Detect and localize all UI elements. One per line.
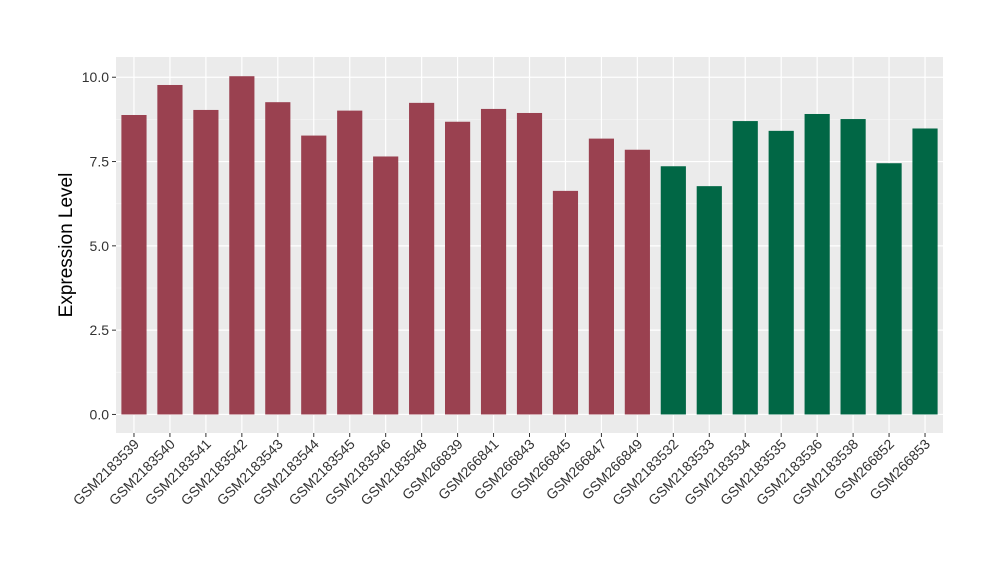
bar (337, 110, 363, 415)
bar (732, 121, 758, 415)
bar (912, 128, 938, 415)
bar (445, 121, 471, 415)
bar (876, 163, 902, 415)
y-tick-label: 2.5 (90, 322, 110, 338)
bar (480, 108, 507, 415)
bar (696, 186, 722, 415)
y-axis-title: Expression Level (56, 173, 77, 318)
bar (840, 119, 866, 415)
bar (624, 149, 650, 415)
y-tick-label: 10.0 (82, 69, 109, 85)
bar (157, 84, 183, 415)
bar (265, 102, 291, 415)
bar (121, 115, 147, 415)
y-axis: 0.0 2.5 5.0 7.5 10.0 (82, 69, 116, 422)
bars-group (121, 76, 938, 415)
y-tick-label: 0.0 (90, 406, 110, 422)
y-tick-label: 5.0 (90, 238, 110, 254)
y-tick-label: 7.5 (90, 154, 110, 170)
bar (804, 113, 830, 415)
bar (588, 138, 614, 415)
bar (229, 76, 255, 415)
bar (516, 112, 543, 415)
x-axis: GSM2183539GSM2183540GSM2183541GSM2183542… (70, 433, 933, 508)
bar (768, 130, 794, 415)
bar (301, 135, 327, 415)
bar (193, 109, 219, 415)
bar (660, 166, 686, 415)
bar (552, 190, 579, 415)
bar (409, 102, 435, 415)
bar (373, 156, 399, 415)
